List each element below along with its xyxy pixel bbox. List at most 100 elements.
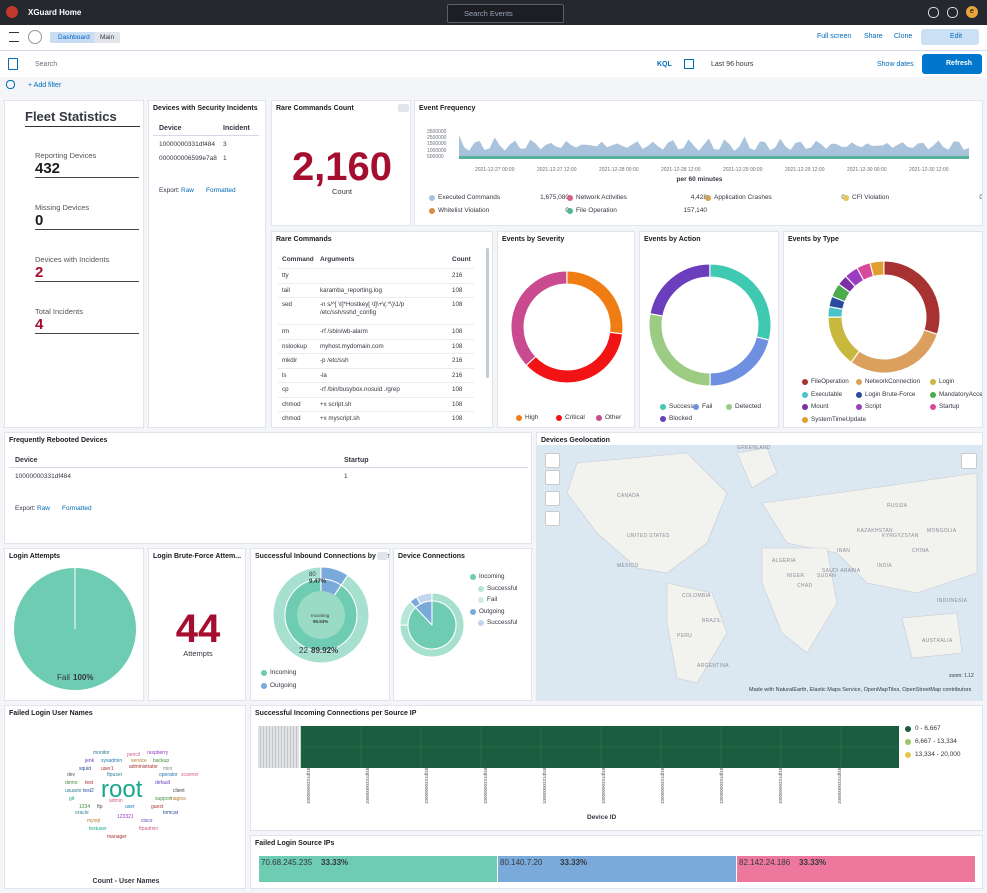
cell: +x script.sh	[320, 400, 352, 408]
map-layers[interactable]	[961, 453, 977, 469]
ip-bar[interactable]: 82.142.24.186 33.33%	[737, 856, 975, 882]
export-raw[interactable]: Raw	[181, 187, 195, 194]
breadcrumb[interactable]: Dashboard	[50, 32, 98, 43]
map-control[interactable]	[545, 453, 560, 468]
logo	[6, 6, 18, 18]
query-language[interactable]: KQL	[657, 61, 672, 68]
legend-dot	[930, 404, 936, 410]
header-icon[interactable]	[947, 7, 958, 18]
scrollbar	[486, 248, 489, 378]
calendar-icon[interactable]	[684, 59, 694, 69]
legend-item[interactable]: FileOperation	[811, 378, 849, 385]
x-tick-label: 10000000331df484	[719, 765, 724, 804]
donut-segment	[510, 270, 568, 367]
column-header[interactable]: Arguments	[320, 256, 355, 263]
column-header[interactable]: Device	[159, 125, 182, 132]
frequency-panel: Event Frequency 3500000 2500000 1500000 1000…	[414, 100, 983, 226]
filter-icon[interactable]	[8, 58, 18, 70]
legend-item[interactable]: 13,334 - 20,000	[915, 751, 961, 758]
word: ftp	[97, 804, 103, 810]
legend-item[interactable]: Executable	[811, 390, 843, 398]
legend-item[interactable]: Success	[669, 403, 694, 410]
legend-item[interactable]: High	[525, 414, 539, 421]
ip-pct: 33.33%	[560, 858, 588, 867]
y-tick-label: 1500000	[427, 141, 447, 148]
big-value-label: Count	[331, 187, 352, 196]
legend-item[interactable]: 0 - 6,667	[915, 725, 941, 732]
export-label: Export:	[159, 187, 180, 194]
legend-item[interactable]: Other	[605, 414, 622, 421]
cell: 10000000331df484	[15, 473, 72, 480]
nav-action[interactable]: Clone	[894, 33, 913, 40]
word: mysql	[87, 818, 101, 824]
legend-name[interactable]: Whitelist Violation	[438, 207, 490, 214]
legend-item[interactable]: Fail	[487, 596, 498, 603]
legend-item[interactable]: Startup	[939, 403, 960, 410]
add-filter[interactable]: + Add filter	[28, 82, 62, 89]
legend-name[interactable]: Network Activities	[576, 194, 627, 201]
legend-item[interactable]: 6,667 - 13,334	[915, 738, 957, 745]
edit-label: Edit	[950, 33, 963, 40]
legend-dot	[930, 391, 936, 398]
column-header[interactable]: Count	[452, 256, 471, 263]
ip-bar[interactable]: 70.68.245.235 33.33%	[259, 856, 497, 882]
search-events[interactable]: Search Events	[447, 4, 564, 23]
legend-item[interactable]: Detected	[735, 403, 762, 410]
legend-item[interactable]: Critical	[565, 414, 585, 421]
cell: 216	[452, 357, 463, 364]
legend-item[interactable]: NetworkConnection	[865, 378, 920, 385]
legend-item[interactable]: Successful	[487, 619, 518, 626]
legend-item[interactable]: Outgoing	[479, 607, 505, 615]
export-formatted[interactable]: Formatted	[206, 187, 236, 194]
legend-item[interactable]: Fail	[702, 403, 713, 410]
nav-action[interactable]: Share	[864, 33, 883, 40]
cell: 108	[452, 328, 463, 335]
column-header[interactable]: Command	[282, 256, 314, 263]
legend-item[interactable]: Successful	[487, 584, 518, 592]
ip-bar[interactable]: 80.140.7.20 33.33%	[498, 856, 736, 882]
time-range[interactable]: Last 96 hours	[711, 61, 754, 68]
query-input[interactable]: Search	[35, 61, 58, 68]
refresh-button[interactable]: Refresh	[922, 54, 982, 74]
map-control[interactable]	[545, 511, 560, 526]
options-button[interactable]	[398, 104, 409, 112]
legend-name[interactable]: CFI Violation	[852, 194, 890, 201]
header-icon[interactable]	[928, 7, 939, 18]
legend-item[interactable]: Script	[865, 403, 882, 410]
legend-item[interactable]: Incoming	[479, 573, 505, 580]
x-tick-label: 2021-12-28 00:00	[599, 167, 639, 173]
cell: nslookup	[282, 342, 307, 350]
show-dates[interactable]: Show dates	[877, 61, 914, 68]
edit-button[interactable]: Edit	[921, 29, 979, 45]
export-formatted[interactable]: Formatted	[62, 505, 92, 512]
avatar[interactable]: e	[966, 6, 978, 18]
legend-item[interactable]: MandatoryAccessCo...	[939, 390, 983, 398]
row-rule	[278, 297, 474, 298]
legend-name[interactable]: Executed Commands	[438, 194, 501, 201]
legend-item[interactable]: Mount	[811, 403, 829, 410]
legend-item[interactable]: Blocked	[669, 415, 693, 422]
legend-name[interactable]: File Operation	[576, 207, 617, 214]
menu-icon[interactable]	[9, 32, 19, 42]
export-raw[interactable]: Raw	[37, 505, 51, 512]
column-header[interactable]: Incident	[223, 125, 250, 132]
map-control[interactable]	[545, 470, 560, 485]
cell: -p /etc/ssh	[320, 357, 349, 364]
legend-item[interactable]: Login	[939, 378, 955, 385]
legend-item[interactable]: Login Brute-Force	[865, 390, 916, 398]
x-tick-label: 10000000331df484	[306, 765, 311, 804]
column-header[interactable]: Device	[15, 457, 38, 464]
breadcrumb[interactable]: Main	[94, 32, 121, 43]
legend-dot	[802, 416, 808, 423]
column-header[interactable]: Startup	[344, 457, 369, 464]
map-control[interactable]	[545, 491, 560, 506]
legend-item[interactable]: Outgoing	[270, 682, 297, 689]
options-button[interactable]	[377, 552, 388, 560]
nav-action[interactable]: Full screen	[817, 33, 852, 40]
legend-item[interactable]: SystemTimeUpdate	[811, 415, 867, 423]
cell: +x myscript.sh	[320, 415, 360, 422]
legend-dot	[905, 752, 911, 758]
ip-pct: 33.33%	[321, 858, 349, 867]
legend-item[interactable]: Incoming	[270, 669, 297, 676]
legend-name[interactable]: Application Crashes	[714, 194, 772, 201]
